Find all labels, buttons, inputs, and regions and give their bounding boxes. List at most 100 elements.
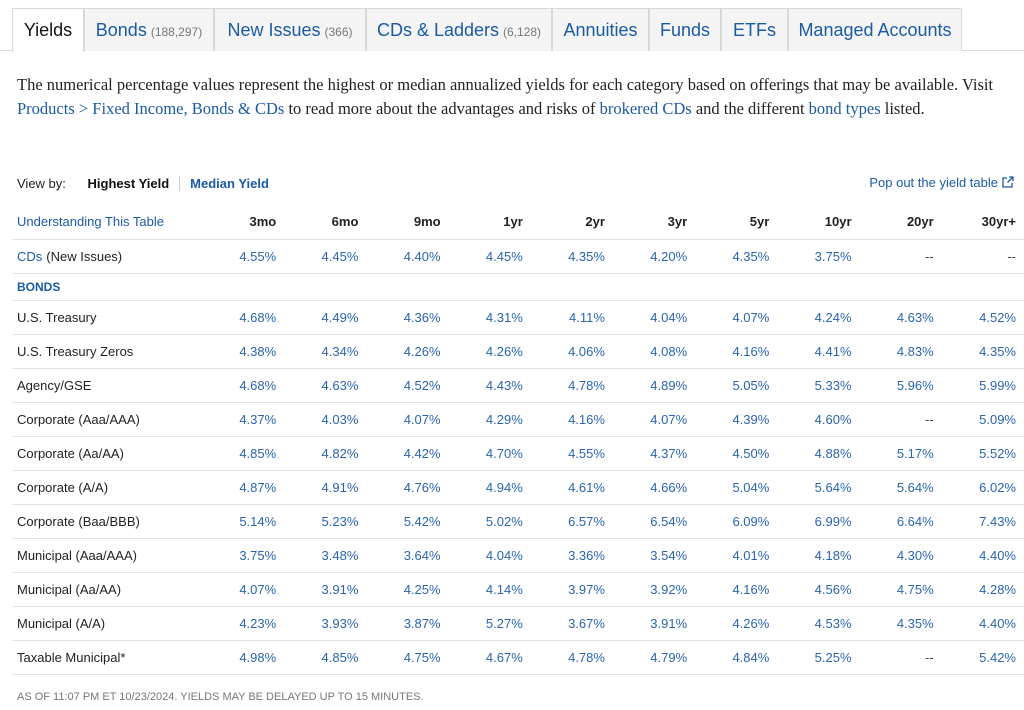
yield-value[interactable]: 4.75% xyxy=(859,572,942,607)
yield-value[interactable]: 4.75% xyxy=(366,640,449,675)
tab[interactable]: Funds xyxy=(649,8,721,51)
yield-value[interactable]: 4.04% xyxy=(612,300,696,335)
yield-value[interactable]: 4.31% xyxy=(448,300,531,335)
yield-value[interactable]: 4.68% xyxy=(202,368,285,403)
yield-value[interactable]: 4.55% xyxy=(530,436,613,471)
yield-value[interactable]: 3.93% xyxy=(284,606,367,641)
yield-value[interactable]: 5.25% xyxy=(777,640,860,675)
tab-count[interactable]: (6,128) xyxy=(503,25,542,39)
yield-value[interactable]: 5.64% xyxy=(777,470,860,505)
yield-value[interactable]: 3.87% xyxy=(366,606,449,641)
yield-value[interactable]: 4.28% xyxy=(941,572,1024,607)
yield-value[interactable]: 4.16% xyxy=(695,334,778,369)
yield-value[interactable]: 4.11% xyxy=(530,300,613,335)
yield-value[interactable]: 3.92% xyxy=(612,572,696,607)
yield-value[interactable]: 4.78% xyxy=(530,640,613,675)
tab-label[interactable]: Managed Accounts xyxy=(798,20,952,40)
view-option[interactable]: Highest Yield xyxy=(78,176,181,191)
yield-value[interactable]: 5.02% xyxy=(448,504,531,539)
tab-label[interactable]: ETFs xyxy=(733,20,776,40)
yield-value[interactable]: 4.66% xyxy=(612,470,696,505)
yield-value[interactable]: 4.04% xyxy=(448,538,531,573)
yield-value[interactable]: 4.55% xyxy=(202,239,285,274)
yield-value[interactable]: 6.09% xyxy=(695,504,778,539)
yield-value[interactable]: 3.36% xyxy=(530,538,613,573)
yield-value[interactable]: 4.34% xyxy=(284,334,367,369)
yield-value[interactable]: 5.96% xyxy=(859,368,942,403)
yield-value[interactable]: 5.04% xyxy=(695,470,778,505)
yield-value[interactable]: 4.07% xyxy=(695,300,778,335)
yield-value[interactable]: 4.16% xyxy=(695,572,778,607)
corner-link[interactable]: Understanding This Table xyxy=(12,203,203,240)
yield-value[interactable]: 5.64% xyxy=(859,470,942,505)
popout-text[interactable]: Pop out the yield table xyxy=(869,175,998,190)
yield-value[interactable]: 4.07% xyxy=(202,572,285,607)
yield-value[interactable]: 4.67% xyxy=(448,640,531,675)
yield-value[interactable]: 6.02% xyxy=(941,470,1024,505)
yield-value[interactable]: 3.67% xyxy=(530,606,613,641)
yield-value[interactable]: 5.09% xyxy=(941,402,1024,437)
yield-value[interactable]: 4.01% xyxy=(695,538,778,573)
yield-value[interactable]: 4.49% xyxy=(284,300,367,335)
yield-value[interactable]: 3.64% xyxy=(366,538,449,573)
yield-value[interactable]: 4.35% xyxy=(695,239,778,274)
tab[interactable]: Managed Accounts xyxy=(788,8,962,51)
yield-value[interactable]: 5.14% xyxy=(202,504,285,539)
yield-value[interactable]: 4.45% xyxy=(448,239,531,274)
yield-value[interactable]: 4.35% xyxy=(530,239,613,274)
yield-value[interactable]: 4.26% xyxy=(695,606,778,641)
yield-value[interactable]: 4.43% xyxy=(448,368,531,403)
yield-value[interactable]: 5.42% xyxy=(366,504,449,539)
yield-value[interactable]: 4.40% xyxy=(366,239,449,274)
intro-link[interactable]: brokered CDs xyxy=(599,99,692,118)
yield-value[interactable]: 4.61% xyxy=(530,470,613,505)
yield-value[interactable]: 4.89% xyxy=(612,368,696,403)
view-option[interactable]: Median Yield xyxy=(190,176,269,191)
tab-count[interactable]: (366) xyxy=(324,25,353,39)
yield-value[interactable]: 5.33% xyxy=(777,368,860,403)
yield-value[interactable]: 4.98% xyxy=(202,640,285,675)
yield-value[interactable]: 3.91% xyxy=(612,606,696,641)
tab[interactable]: CDs & Ladders (6,128) xyxy=(366,8,552,51)
tab-label[interactable]: Funds xyxy=(659,20,711,40)
yield-value[interactable]: 4.35% xyxy=(941,334,1024,369)
yield-value[interactable]: 4.56% xyxy=(777,572,860,607)
yield-value[interactable]: 6.57% xyxy=(530,504,613,539)
yield-value[interactable]: 4.45% xyxy=(284,239,367,274)
yield-value[interactable]: 6.64% xyxy=(859,504,942,539)
yield-value[interactable]: 3.75% xyxy=(777,239,860,274)
yield-value[interactable]: 4.25% xyxy=(366,572,449,607)
intro-link[interactable]: bond types xyxy=(808,99,881,118)
yield-value[interactable]: 4.24% xyxy=(777,300,860,335)
yield-value[interactable]: 5.42% xyxy=(941,640,1024,675)
row-label[interactable]: CDs xyxy=(17,249,43,264)
yield-value[interactable]: 4.38% xyxy=(202,334,285,369)
yield-value[interactable]: 4.88% xyxy=(777,436,860,471)
yield-value[interactable]: 5.52% xyxy=(941,436,1024,471)
yield-value[interactable]: 4.85% xyxy=(284,640,367,675)
yield-value[interactable]: 4.52% xyxy=(941,300,1024,335)
yield-value[interactable]: 3.48% xyxy=(284,538,367,573)
intro-link[interactable]: Products > Fixed Income, Bonds & CDs xyxy=(17,99,285,118)
tab[interactable]: Yields xyxy=(12,8,84,52)
yield-value[interactable]: 4.52% xyxy=(366,368,449,403)
yield-value[interactable]: 4.76% xyxy=(366,470,449,505)
yield-value[interactable]: 3.91% xyxy=(284,572,367,607)
tab-label[interactable]: CDs & Ladders xyxy=(376,20,500,40)
yield-value[interactable]: 4.07% xyxy=(366,402,449,437)
tab-count[interactable]: (188,297) xyxy=(150,25,203,39)
yield-value[interactable]: 4.07% xyxy=(612,402,696,437)
tab-label[interactable]: Yields xyxy=(23,20,73,40)
yield-value[interactable]: 4.53% xyxy=(777,606,860,641)
yield-value[interactable]: 4.42% xyxy=(366,436,449,471)
yield-value[interactable]: 4.63% xyxy=(284,368,367,403)
yield-value[interactable]: 4.50% xyxy=(695,436,778,471)
yield-value[interactable]: 4.08% xyxy=(612,334,696,369)
yield-value[interactable]: 4.85% xyxy=(202,436,285,471)
tab-label[interactable]: Annuities xyxy=(563,20,638,40)
yield-value[interactable]: 4.35% xyxy=(859,606,942,641)
tab-label[interactable]: New Issues xyxy=(227,20,321,40)
yield-value[interactable]: 5.99% xyxy=(941,368,1024,403)
yield-value[interactable]: 4.79% xyxy=(612,640,696,675)
yield-value[interactable]: 5.05% xyxy=(695,368,778,403)
